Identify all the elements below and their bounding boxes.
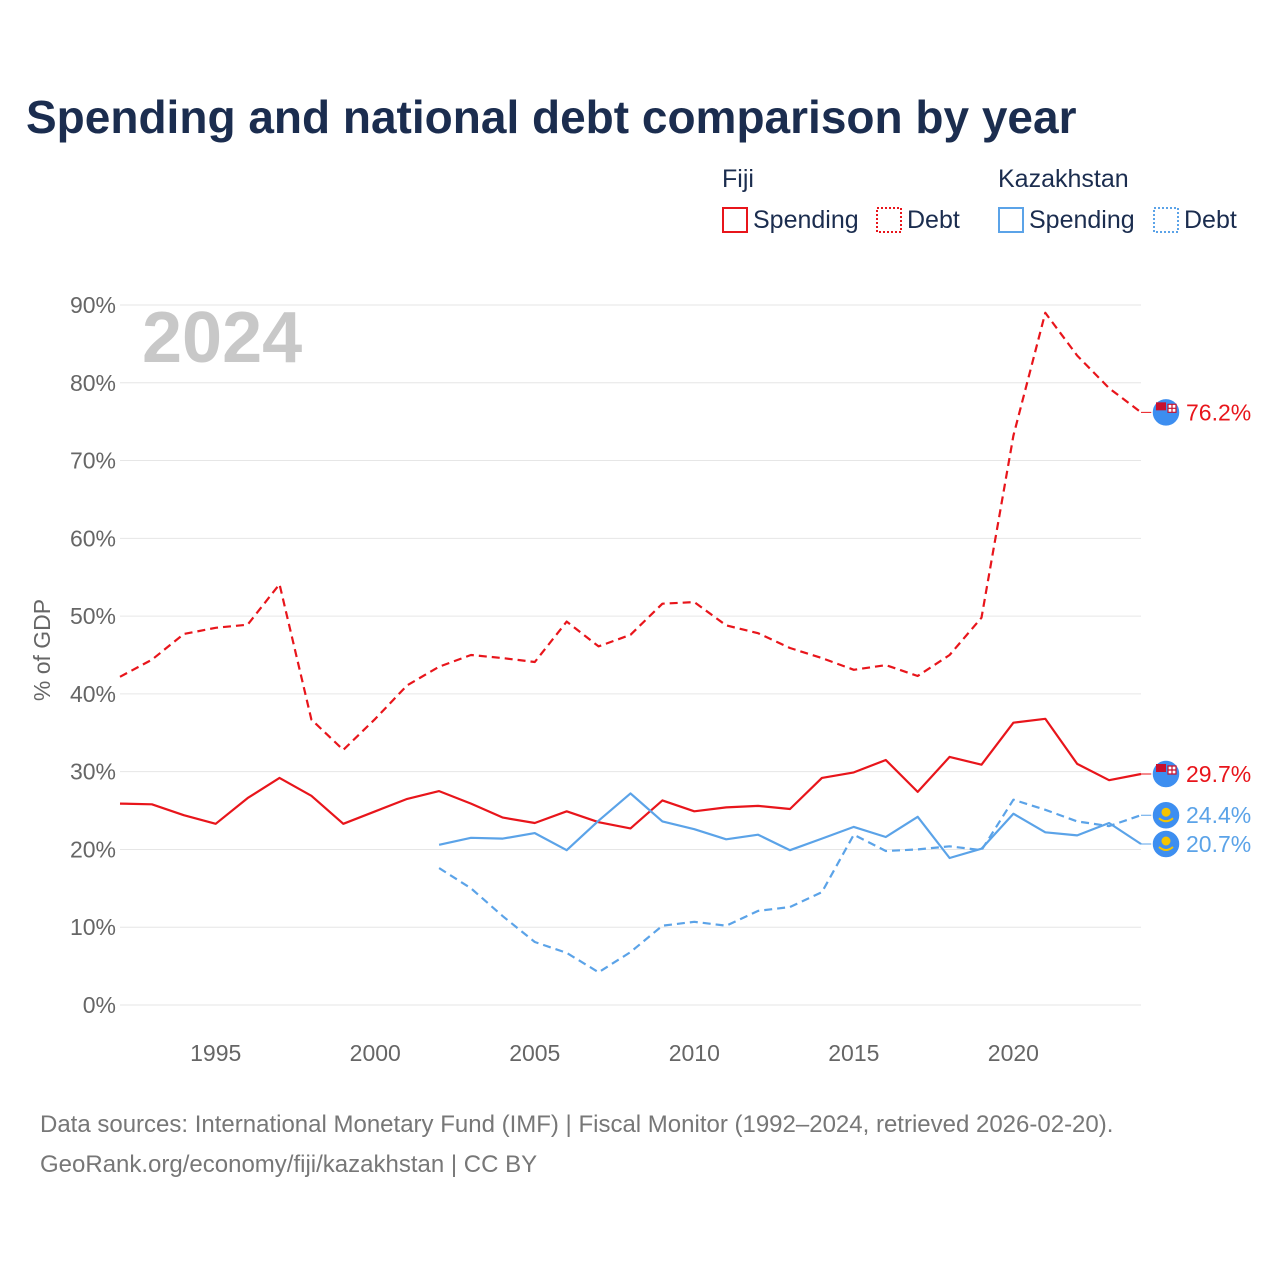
- x-tick-label: 2020: [988, 1040, 1039, 1066]
- flag-eagle: [1158, 846, 1174, 851]
- y-tick-label: 90%: [70, 292, 116, 318]
- y-axis-ticks: 0% 10% 20% 30% 40% 50% 60% 70% 80% 90%: [70, 292, 116, 1018]
- series-lines: [119, 311, 1142, 974]
- y-tick-label: 10%: [70, 914, 116, 940]
- x-tick-label: 2000: [350, 1040, 401, 1066]
- legend-label: Debt: [907, 206, 960, 234]
- flag-canton: [1156, 764, 1166, 772]
- source-line-1: Data sources: International Monetary Fun…: [40, 1111, 1113, 1138]
- end-value-label: 29.7%: [1186, 761, 1251, 787]
- end-value-label: 24.4%: [1186, 802, 1251, 828]
- flag-sun: [1161, 807, 1171, 817]
- end-value-label: 20.7%: [1186, 831, 1251, 857]
- legend-item-kazakhstan-spending[interactable]: Spending: [998, 206, 1135, 234]
- chart-title: Spending and national debt comparison by…: [26, 91, 1077, 143]
- source-line-2[interactable]: GeoRank.org/economy/fiji/kazakhstan | CC…: [40, 1151, 537, 1178]
- fiji-flag-marker: [1151, 397, 1181, 428]
- x-tick-label: 1995: [190, 1040, 241, 1066]
- legend-swatch-dotted: [876, 207, 902, 233]
- y-axis-label: % of GDP: [29, 599, 55, 701]
- flag-shield: [1167, 403, 1177, 413]
- legend-item-fiji-spending[interactable]: Spending: [722, 206, 859, 234]
- flag-canton: [1156, 402, 1166, 411]
- legend-group-kazakhstan: Kazakhstan: [998, 165, 1129, 193]
- x-tick-label: 2010: [669, 1040, 720, 1066]
- legend-swatch-dotted: [1153, 207, 1179, 233]
- y-tick-label: 0%: [83, 992, 116, 1018]
- legend-item-kazakhstan-debt[interactable]: Debt: [1153, 206, 1237, 234]
- series-line-kazakhstan-spending[interactable]: [438, 792, 1142, 860]
- x-tick-label: 2015: [828, 1040, 879, 1066]
- series-line-kazakhstan-debt[interactable]: [438, 798, 1142, 974]
- legend-item-fiji-debt[interactable]: Debt: [876, 206, 960, 234]
- kazakhstan-flag-marker: [1151, 800, 1181, 830]
- y-tick-label: 40%: [70, 681, 116, 707]
- series-line-fiji-debt[interactable]: [119, 311, 1142, 752]
- y-tick-label: 80%: [70, 370, 116, 396]
- y-tick-label: 60%: [70, 525, 116, 551]
- series-line-fiji-spending[interactable]: [119, 717, 1142, 830]
- endpoint-markers: 29.7% 76.2% 20.7% 24.4%: [1141, 397, 1251, 859]
- y-tick-label: 50%: [70, 603, 116, 629]
- x-axis-ticks: 1995 2000 2005 2010 2015 2020: [190, 1040, 1039, 1066]
- flag-sun: [1161, 836, 1171, 846]
- flag-shield: [1167, 765, 1177, 775]
- year-watermark: 2024: [142, 298, 302, 378]
- gridlines: [120, 304, 1141, 1006]
- legend-swatch-solid: [722, 207, 748, 233]
- flag-eagle: [1158, 817, 1174, 823]
- kazakhstan-flag-marker: [1151, 829, 1181, 859]
- legend-label: Spending: [753, 206, 859, 234]
- y-tick-label: 70%: [70, 448, 116, 474]
- legend-label: Spending: [1029, 206, 1135, 234]
- y-tick-label: 20%: [70, 836, 116, 862]
- x-tick-label: 2005: [509, 1040, 560, 1066]
- legend-label: Debt: [1184, 206, 1237, 234]
- legend: Fiji Kazakhstan Spending Debt Spending D…: [722, 165, 1237, 234]
- end-value-label: 76.2%: [1186, 399, 1251, 425]
- legend-swatch-solid: [998, 207, 1024, 233]
- fiji-flag-marker: [1151, 759, 1181, 789]
- y-tick-label: 30%: [70, 759, 116, 785]
- legend-group-fiji: Fiji: [722, 165, 754, 193]
